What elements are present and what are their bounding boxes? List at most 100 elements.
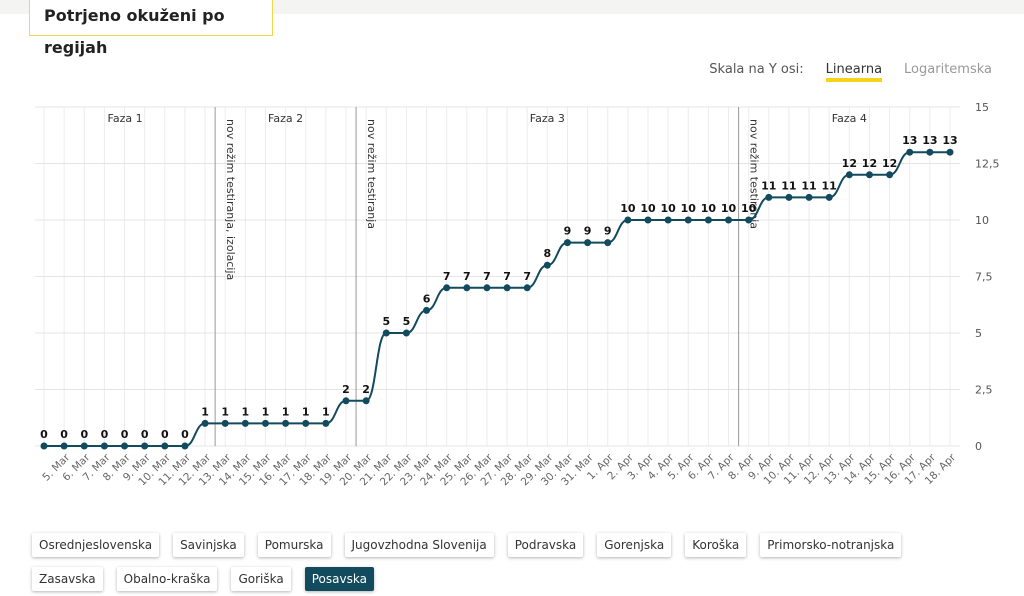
data-point [241,419,249,427]
data-point [161,442,169,450]
data-point [402,329,410,337]
section-tab: Potrjeno okuženi po regijah [29,0,273,57]
data-label: 7 [483,270,491,283]
data-label: 0 [161,428,169,441]
data-label: 7 [463,270,471,283]
scale-toggle: Skala na Y osi: Linearna Logaritemska [709,62,992,82]
phase-line-label: nov režim testiranja [748,119,761,229]
data-label: 9 [584,225,592,238]
data-point [825,193,833,201]
data-label: 9 [604,225,612,238]
data-label: 0 [101,428,109,441]
phase-label: Faza 4 [832,112,867,125]
data-point [725,216,733,224]
data-label: 1 [242,405,250,418]
data-label: 0 [80,428,88,441]
y-tick-label: 10 [975,214,989,227]
region-button[interactable]: Obalno-kraška [116,567,218,591]
data-point [563,239,571,247]
region-button[interactable]: Savinjska [173,533,244,557]
data-label: 1 [322,405,330,418]
data-point [282,419,290,427]
data-point [181,442,189,450]
data-label: 11 [801,179,816,192]
phase-line-label: nov režim testiranja, izolacija [224,119,237,280]
data-point [664,216,672,224]
region-button[interactable]: Jugovzhodna Slovenija [344,533,494,557]
data-label: 11 [781,179,796,192]
data-label: 7 [443,270,451,283]
data-point [342,397,350,405]
data-label: 7 [503,270,511,283]
phase-label: Faza 2 [268,112,303,125]
series-line [44,151,950,447]
data-label: 1 [282,405,290,418]
data-point [60,442,68,450]
region-buttons: Osrednjeslovenska Savinjska Pomurska Jugovz… [32,533,972,591]
data-point [423,306,431,314]
data-point [906,148,914,156]
data-point [40,442,48,450]
data-label: 13 [902,134,917,147]
data-point [785,193,793,201]
scale-label: Skala na Y osi: [709,62,804,77]
data-label: 10 [620,202,636,215]
data-label: 11 [822,179,837,192]
data-point [443,284,451,292]
region-button[interactable]: Podravska [507,533,584,557]
y-tick-label: 7,5 [975,271,993,284]
data-point [644,216,652,224]
data-label: 12 [862,157,877,170]
data-point [704,216,712,224]
data-point [382,329,390,337]
data-label: 1 [201,405,209,418]
data-label: 0 [181,428,189,441]
data-point [765,193,773,201]
data-label: 2 [362,383,370,396]
data-label: 2 [342,383,350,396]
data-label: 8 [544,247,552,260]
region-button[interactable]: Primorsko-notranjska [760,533,902,557]
data-label: 5 [403,315,411,328]
region-button[interactable]: Pomurska [257,533,331,557]
region-button[interactable]: Goriška [231,567,291,591]
data-point [543,261,551,269]
data-point [302,419,310,427]
data-point [745,216,753,224]
data-point [322,419,330,427]
data-point [261,419,269,427]
data-point [805,193,813,201]
scale-option[interactable]: Logaritemska [904,62,992,77]
region-button[interactable]: Koroška [685,533,747,557]
y-tick-label: 15 [975,101,989,114]
data-point [503,284,511,292]
phase-label: Faza 1 [108,112,143,125]
y-tick-label: 0 [975,440,982,453]
data-point [362,397,370,405]
data-point [946,148,954,156]
data-point [604,239,612,247]
data-point [865,171,873,179]
data-label: 7 [523,270,531,283]
data-point [684,216,692,224]
region-button[interactable]: Posavska [304,567,374,591]
data-point [201,419,209,427]
y-tick-label: 2,5 [975,384,993,397]
data-label: 11 [761,179,776,192]
data-label: 10 [681,202,697,215]
data-point [926,148,934,156]
data-point [100,442,108,450]
region-button[interactable]: Zasavska [32,567,103,591]
data-point [80,442,88,450]
scale-option[interactable]: Linearna [825,62,883,82]
data-label: 13 [942,134,957,147]
data-label: 10 [741,202,757,215]
region-button[interactable]: Osrednjeslovenska [32,533,160,557]
data-label: 0 [40,428,48,441]
data-point [141,442,149,450]
region-button[interactable]: Gorenjska [597,533,672,557]
data-label: 10 [701,202,717,215]
data-point [121,442,129,450]
